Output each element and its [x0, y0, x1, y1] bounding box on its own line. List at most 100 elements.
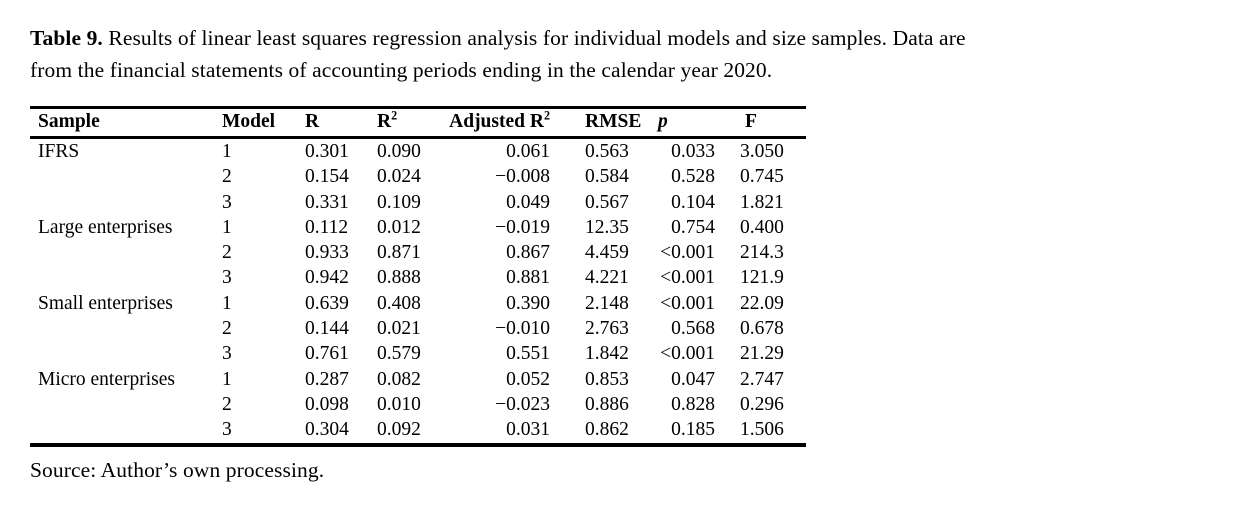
cell-f: 0.678 [740, 318, 784, 340]
cell-sample [30, 240, 222, 265]
table-row: Micro enterprises 1 0.287 0.082 0.052 0.… [30, 367, 806, 392]
col-header-model: Model [222, 107, 305, 139]
cell-rmse: 2.763 [585, 318, 629, 340]
cell-f: 22.09 [740, 292, 784, 314]
table-body: IFRS 1 0.301 0.090 0.061 0.563 0.033 3.0… [30, 138, 806, 445]
cell-model: 1 [222, 141, 232, 162]
col-header-adjusted-r-squared-label: Adjusted R [449, 111, 544, 132]
adjusted-r-squared-superscript: 2 [543, 108, 550, 123]
col-header-r-squared-label: R [377, 111, 392, 132]
cell-model: 1 [222, 216, 232, 238]
cell-r-squared: 0.090 [377, 141, 421, 162]
cell-adjusted-r-squared: −0.010 [495, 318, 550, 340]
col-header-p: p [655, 107, 715, 139]
cell-f: 2.747 [740, 368, 784, 390]
header-row: Sample Model R R2 Adjusted R2 RMSE p F [30, 107, 806, 139]
cell-r: 0.942 [305, 267, 349, 289]
cell-adjusted-r-squared: 0.049 [506, 191, 550, 213]
cell-rmse: 0.567 [585, 191, 629, 213]
cell-model: 3 [222, 419, 232, 441]
col-header-f-label: F [745, 111, 757, 132]
cell-r-squared: 0.082 [377, 368, 421, 390]
cell-sample [30, 190, 222, 215]
cell-model: 3 [222, 191, 232, 213]
cell-r-squared: 0.871 [377, 242, 421, 264]
col-header-r-squared: R2 [377, 107, 448, 139]
cell-sample [30, 316, 222, 341]
cell-r: 0.639 [305, 292, 349, 314]
cell-r-squared: 0.010 [377, 393, 421, 415]
cell-f: 1.821 [740, 191, 784, 213]
cell-r-squared: 0.408 [377, 292, 421, 314]
cell-rmse: 0.584 [585, 166, 629, 188]
cell-f: 3.050 [740, 141, 784, 162]
cell-r: 0.301 [305, 141, 349, 162]
cell-p: 0.033 [671, 141, 715, 162]
cell-rmse: 4.459 [585, 242, 629, 264]
cell-adjusted-r-squared: 0.061 [506, 141, 550, 162]
table-row: 3 0.942 0.888 0.881 4.221 <0.001 121.9 [30, 265, 806, 290]
cell-f: 0.400 [740, 216, 784, 238]
cell-sample [30, 417, 222, 444]
cell-p: 0.104 [671, 191, 715, 213]
cell-r: 0.287 [305, 368, 349, 390]
cell-model: 3 [222, 267, 232, 289]
results-table: Sample Model R R2 Adjusted R2 RMSE p F I… [30, 106, 806, 447]
table-row: Small enterprises 1 0.639 0.408 0.390 2.… [30, 291, 806, 316]
cell-r: 0.761 [305, 343, 349, 365]
table-row: IFRS 1 0.301 0.090 0.061 0.563 0.033 3.0… [30, 138, 806, 165]
cell-sample [30, 341, 222, 366]
table-row: 2 0.098 0.010 −0.023 0.886 0.828 0.296 [30, 392, 806, 417]
cell-rmse: 4.221 [585, 267, 629, 289]
col-header-sample-label: Sample [38, 111, 100, 132]
cell-model: 2 [222, 393, 232, 415]
col-header-rmse-label: RMSE [585, 111, 642, 132]
caption-text-line1: Results of linear least squares regressi… [108, 26, 966, 50]
source-note: Source: Author’s own processing. [30, 457, 325, 482]
col-header-sample: Sample [30, 107, 222, 139]
cell-model: 1 [222, 368, 232, 390]
caption-text-line2: from the financial statements of account… [30, 58, 773, 82]
table-row: 3 0.304 0.092 0.031 0.862 0.185 1.506 [30, 417, 806, 444]
cell-sample: IFRS [38, 141, 80, 162]
cell-sample [30, 265, 222, 290]
cell-p: 0.828 [671, 393, 715, 415]
cell-p: 0.568 [671, 318, 715, 340]
cell-adjusted-r-squared: −0.008 [495, 166, 550, 188]
cell-rmse: 1.842 [585, 343, 629, 365]
cell-f: 214.3 [740, 242, 784, 264]
cell-rmse: 2.148 [585, 292, 629, 314]
cell-r-squared: 0.012 [377, 216, 421, 238]
cell-adjusted-r-squared: 0.867 [506, 242, 550, 264]
cell-adjusted-r-squared: −0.019 [495, 216, 550, 238]
cell-p: <0.001 [660, 343, 715, 365]
cell-adjusted-r-squared: 0.881 [506, 267, 550, 289]
cell-model: 3 [222, 343, 232, 365]
paper-page: Table 9. Results of linear least squares… [30, 26, 966, 482]
cell-rmse: 12.35 [585, 216, 629, 238]
cell-r: 0.098 [305, 393, 349, 415]
table-row: 2 0.154 0.024 −0.008 0.584 0.528 0.745 [30, 164, 806, 189]
cell-rmse: 0.853 [585, 368, 629, 390]
table-row: 2 0.144 0.021 −0.010 2.763 0.568 0.678 [30, 316, 806, 341]
col-header-model-label: Model [222, 111, 276, 132]
cell-sample: Micro enterprises [38, 368, 175, 390]
cell-r-squared: 0.024 [377, 166, 421, 188]
cell-adjusted-r-squared: 0.551 [506, 343, 550, 365]
cell-adjusted-r-squared: 0.031 [506, 419, 550, 441]
caption-label: Table 9. [30, 26, 103, 50]
cell-f: 1.506 [740, 419, 784, 441]
table-header: Sample Model R R2 Adjusted R2 RMSE p F [30, 107, 806, 139]
cell-r: 0.304 [305, 419, 349, 441]
cell-sample: Large enterprises [38, 216, 173, 238]
cell-f: 0.296 [740, 393, 784, 415]
cell-r-squared: 0.579 [377, 343, 421, 365]
cell-adjusted-r-squared: −0.023 [495, 393, 550, 415]
table-row: 3 0.761 0.579 0.551 1.842 <0.001 21.29 [30, 341, 806, 366]
cell-rmse: 0.862 [585, 419, 629, 441]
cell-rmse: 0.886 [585, 393, 629, 415]
cell-r: 0.331 [305, 191, 349, 213]
cell-f: 121.9 [740, 267, 784, 289]
table-row: 3 0.331 0.109 0.049 0.567 0.104 1.821 [30, 190, 806, 215]
col-header-f: F [715, 107, 806, 139]
